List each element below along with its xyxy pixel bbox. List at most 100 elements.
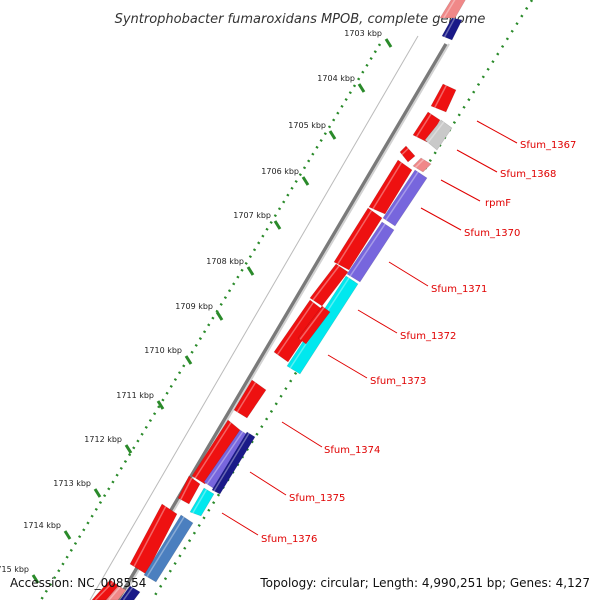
gene-red-6[interactable] bbox=[177, 475, 201, 505]
scale-tick-label: 1714 kbp bbox=[23, 521, 61, 530]
gene-red-3[interactable] bbox=[309, 263, 349, 307]
scale-tick-label: 1708 kbp bbox=[206, 257, 244, 266]
scale-tick-label: 1711 kbp bbox=[116, 391, 154, 400]
feature-highlight bbox=[122, 587, 134, 600]
scale-tick-mark bbox=[273, 220, 282, 230]
gene-sfum-1368[interactable] bbox=[424, 119, 453, 151]
scale-tick-mark bbox=[124, 444, 133, 454]
scale-tick-label: 1710 kbp bbox=[144, 346, 182, 355]
scale-tick-mark bbox=[63, 530, 72, 540]
feature-highlight bbox=[299, 307, 325, 340]
top-strip-blue[interactable] bbox=[441, 17, 463, 41]
scale-tick-mark bbox=[384, 38, 393, 48]
feature-highlight bbox=[385, 171, 419, 221]
scale-tick-label: 1703 kbp bbox=[344, 29, 382, 38]
gene-label[interactable]: Sfum_1371 bbox=[431, 284, 487, 295]
gene-sfum-1374[interactable] bbox=[233, 379, 267, 419]
label-leader-line bbox=[420, 207, 462, 231]
scale-tick-mark bbox=[328, 130, 337, 140]
feature-highlight bbox=[133, 506, 167, 567]
gene-label[interactable]: Sfum_1368 bbox=[500, 169, 556, 180]
gene-rpmf[interactable] bbox=[412, 157, 432, 173]
gene-sfum-1376[interactable] bbox=[143, 514, 194, 583]
feature-highlight bbox=[108, 586, 121, 600]
gene-navy[interactable] bbox=[211, 431, 256, 495]
feature-highlight bbox=[194, 422, 232, 479]
feature-highlight bbox=[434, 85, 447, 108]
feature-highlight bbox=[443, 18, 456, 38]
label-leader-line bbox=[476, 120, 518, 144]
bottom-strip-blue[interactable] bbox=[119, 585, 141, 600]
feature-highlight bbox=[180, 477, 193, 500]
map-title: Syntrophobacter fumaroxidans MPOB, compl… bbox=[115, 12, 486, 27]
feature-highlight bbox=[192, 489, 208, 514]
feature-highlight bbox=[213, 432, 250, 492]
scale-tick-mark bbox=[156, 400, 165, 410]
scale-tick-mark bbox=[184, 355, 193, 365]
gene-label[interactable]: Sfum_1373 bbox=[370, 376, 426, 387]
feature-highlight bbox=[94, 581, 114, 600]
scale-tick-label: 1712 kbp bbox=[84, 435, 122, 444]
gene-label[interactable]: Sfum_1367 bbox=[520, 140, 576, 151]
gene-label[interactable]: rpmF bbox=[485, 198, 511, 209]
feature-highlight bbox=[276, 302, 314, 355]
scale-ticks: 1703 kbp 1704 kbp 1705 kbp 1706 kbp 1707 kbp… bbox=[0, 29, 393, 584]
gene-red-1[interactable] bbox=[368, 159, 413, 215]
gene-red-2[interactable] bbox=[333, 207, 383, 271]
feature-highlight bbox=[146, 516, 185, 578]
scale-tick-mark bbox=[357, 83, 366, 93]
gene-top-red[interactable] bbox=[430, 83, 457, 113]
feature-highlight bbox=[236, 382, 257, 413]
feature-highlight bbox=[349, 223, 386, 277]
scale-tick-label: 1706 kbp bbox=[261, 167, 299, 176]
gene-labels: Sfum_1367 Sfum_1368 rpmF Sfum_1370 Sfum_1371… bbox=[221, 120, 576, 545]
top-strip-pink[interactable] bbox=[439, 0, 470, 19]
gene-label[interactable]: Sfum_1370 bbox=[464, 228, 520, 239]
label-leader-line bbox=[357, 309, 398, 334]
label-leader-line bbox=[327, 354, 368, 379]
gene-red-7[interactable] bbox=[129, 503, 178, 575]
gene-sfum-1367[interactable] bbox=[412, 111, 441, 143]
gene-sfum-1373[interactable] bbox=[297, 305, 331, 345]
label-leader-line bbox=[249, 471, 287, 496]
feature-highlight bbox=[414, 158, 425, 169]
scale-tick-label: 1705 kbp bbox=[288, 121, 326, 130]
scale-tick-label: 1715 kbp bbox=[0, 565, 29, 574]
feature-highlight bbox=[427, 121, 445, 143]
gene-sfum-1372[interactable] bbox=[286, 275, 359, 375]
gene-label[interactable]: Sfum_1372 bbox=[400, 331, 456, 342]
topology-text: Topology: circular; Length: 4,990,251 bp… bbox=[259, 576, 590, 590]
feature-highlight bbox=[372, 162, 403, 210]
scale-tick-mark bbox=[301, 176, 310, 186]
scale-tick-label: 1704 kbp bbox=[317, 74, 355, 83]
gene-label[interactable]: Sfum_1374 bbox=[324, 445, 380, 456]
gene-sfum-1375[interactable] bbox=[189, 487, 215, 517]
label-leader-line bbox=[388, 261, 429, 287]
gene-label[interactable]: Sfum_1376 bbox=[261, 534, 317, 545]
gene-sfum-1370[interactable] bbox=[382, 169, 428, 227]
label-leader-line bbox=[456, 149, 498, 173]
label-leader-line bbox=[221, 512, 259, 536]
outer-guide-line bbox=[89, 35, 419, 600]
gene-sfum-1371[interactable] bbox=[346, 221, 395, 283]
feature-highlight bbox=[401, 147, 409, 156]
gene-label[interactable]: Sfum_1375 bbox=[289, 493, 345, 504]
genome-backbone-highlight bbox=[120, 43, 450, 600]
label-leader-line bbox=[440, 179, 481, 202]
scale-tick-mark bbox=[31, 574, 40, 584]
feature-highlight bbox=[206, 431, 244, 485]
scale-tick-label: 1707 kbp bbox=[233, 211, 271, 220]
scale-tick-label: 1713 kbp bbox=[53, 479, 91, 488]
feature-highlight bbox=[443, 0, 456, 19]
label-leader-line bbox=[281, 421, 323, 448]
scale-tick-mark bbox=[215, 311, 224, 321]
scale-tick-mark bbox=[246, 266, 255, 276]
scale-tick-label: 1709 kbp bbox=[175, 302, 213, 311]
feature-track bbox=[91, 0, 470, 600]
gene-small-red[interactable] bbox=[399, 145, 416, 163]
bottom-strip-pink[interactable] bbox=[105, 585, 127, 600]
inner-tick-track bbox=[150, 0, 534, 600]
scale-tick-mark bbox=[93, 488, 102, 498]
